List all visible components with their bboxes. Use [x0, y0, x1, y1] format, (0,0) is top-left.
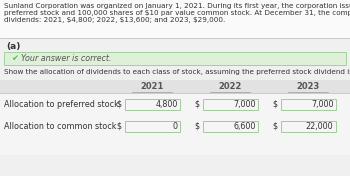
FancyBboxPatch shape	[203, 99, 258, 110]
FancyBboxPatch shape	[4, 52, 346, 65]
FancyBboxPatch shape	[0, 80, 350, 155]
Text: Allocation to common stock: Allocation to common stock	[4, 122, 117, 131]
Text: 7,000: 7,000	[233, 100, 256, 109]
Text: 6,600: 6,600	[233, 122, 256, 131]
Text: preferred stock and 100,000 shares of $10 par value common stock. At December 31: preferred stock and 100,000 shares of $1…	[4, 10, 350, 16]
Text: 4,800: 4,800	[155, 100, 177, 109]
Text: 7,000: 7,000	[311, 100, 334, 109]
Text: ✔: ✔	[11, 54, 18, 63]
Text: 22,000: 22,000	[306, 122, 334, 131]
Text: $: $	[195, 100, 200, 109]
Text: Your answer is correct.: Your answer is correct.	[21, 54, 112, 63]
Text: $: $	[117, 100, 121, 109]
FancyBboxPatch shape	[280, 121, 336, 132]
FancyBboxPatch shape	[125, 99, 180, 110]
Text: Allocation to preferred stock: Allocation to preferred stock	[4, 100, 119, 109]
Text: 2021: 2021	[140, 82, 164, 91]
Text: $: $	[273, 122, 278, 131]
Text: Show the allocation of dividends to each class of stock, assuming the preferred : Show the allocation of dividends to each…	[4, 69, 350, 75]
Text: 2023: 2023	[296, 82, 320, 91]
Text: $: $	[195, 122, 200, 131]
Text: Sunland Corporation was organized on January 1, 2021. During its first year, the: Sunland Corporation was organized on Jan…	[4, 3, 350, 9]
FancyBboxPatch shape	[0, 80, 350, 93]
Text: (a): (a)	[6, 42, 20, 51]
Text: dividends: 2021, $4,800; 2022, $13,600; and 2023, $29,000.: dividends: 2021, $4,800; 2022, $13,600; …	[4, 17, 225, 23]
FancyBboxPatch shape	[203, 121, 258, 132]
FancyBboxPatch shape	[0, 0, 350, 38]
FancyBboxPatch shape	[125, 121, 180, 132]
Text: 0: 0	[173, 122, 177, 131]
Text: $: $	[273, 100, 278, 109]
Text: $: $	[117, 122, 121, 131]
FancyBboxPatch shape	[280, 99, 336, 110]
Text: 2022: 2022	[218, 82, 242, 91]
